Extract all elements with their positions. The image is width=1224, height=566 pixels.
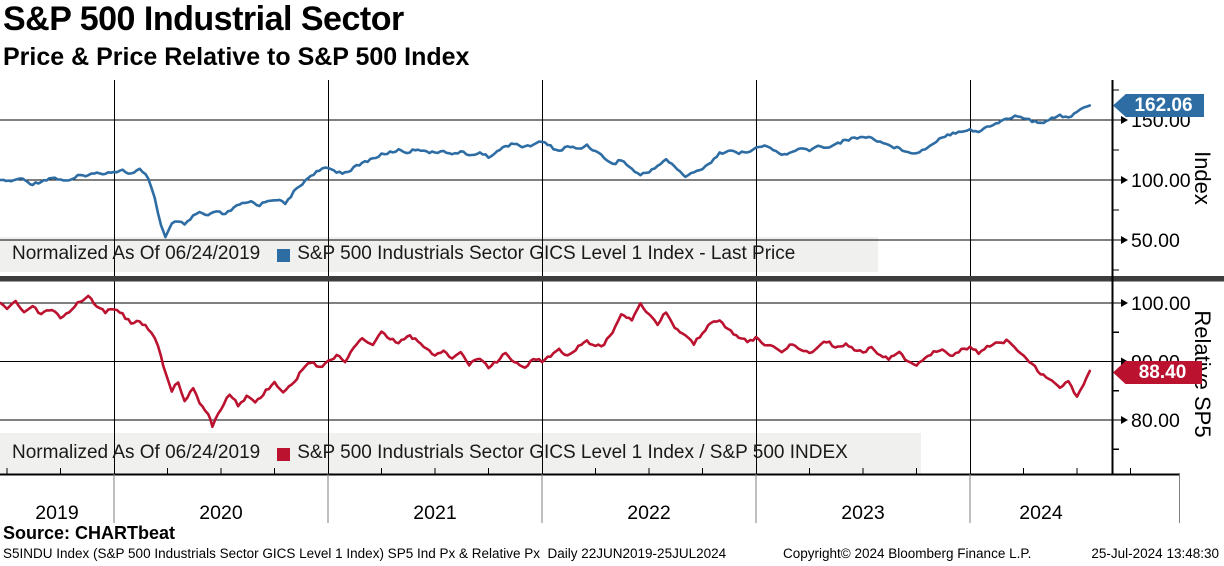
top-legend-strip (0, 237, 878, 272)
footer-datetime: 25-Jul-2024 13:48:30 (1091, 546, 1219, 561)
svg-text:2023: 2023 (841, 502, 884, 524)
bottom-series-label: S&P 500 Industrials Sector GICS Level 1 … (297, 442, 848, 463)
svg-text:50.00: 50.00 (1131, 230, 1180, 252)
footer-copyright: Copyright© 2024 Bloomberg Finance L.P. (783, 546, 1032, 561)
page-title: S&P 500 Industrial Sector (3, 0, 404, 38)
svg-text:2020: 2020 (199, 502, 243, 524)
footer-source: Source: CHARTbeat (3, 523, 176, 543)
bottom-legend-normalized-label: Normalized As Of 06/24/2019 (12, 442, 261, 463)
top-legend: Normalized As Of 06/24/2019 S&P 500 Indu… (12, 243, 795, 265)
page-subtitle: Price & Price Relative to S&P 500 Index (3, 43, 470, 71)
bottom-last-price-value: 88.40 (1138, 361, 1187, 383)
bottom-series-line (0, 294, 1092, 429)
top-series-swatch-icon (277, 248, 291, 262)
svg-text:100.00: 100.00 (1131, 293, 1191, 315)
top-legend-normalized-label: Normalized As Of 06/24/2019 (12, 243, 261, 264)
bottom-series-swatch-icon (277, 447, 291, 461)
svg-text:2019: 2019 (35, 502, 78, 524)
svg-text:2024: 2024 (1019, 502, 1063, 524)
svg-text:100.00: 100.00 (1131, 170, 1191, 192)
top-series-label: S&P 500 Industrials Sector GICS Level 1 … (297, 243, 796, 264)
top-series-line (0, 104, 1092, 239)
axes (0, 80, 1180, 476)
bottom-legend: Normalized As Of 06/24/2019 S&P 500 Indu… (12, 442, 848, 464)
top-last-price-value: 162.06 (1134, 94, 1193, 116)
panel-divider (0, 276, 1224, 282)
svg-text:80.00: 80.00 (1131, 410, 1180, 432)
bottom-legend-strip (0, 433, 921, 474)
svg-text:2022: 2022 (627, 502, 670, 524)
top-last-price-badge: 162.06 (1113, 94, 1204, 117)
top-y-axis-title: Index (1190, 151, 1215, 205)
svg-text:2021: 2021 (413, 502, 456, 524)
footer-description: S5INDU Index (S&P 500 Industrials Sector… (3, 546, 727, 561)
bottom-last-price-badge: 88.40 (1113, 361, 1202, 384)
x-axis: 2019 2020 2021 2022 2023 2024 (6, 468, 1181, 524)
